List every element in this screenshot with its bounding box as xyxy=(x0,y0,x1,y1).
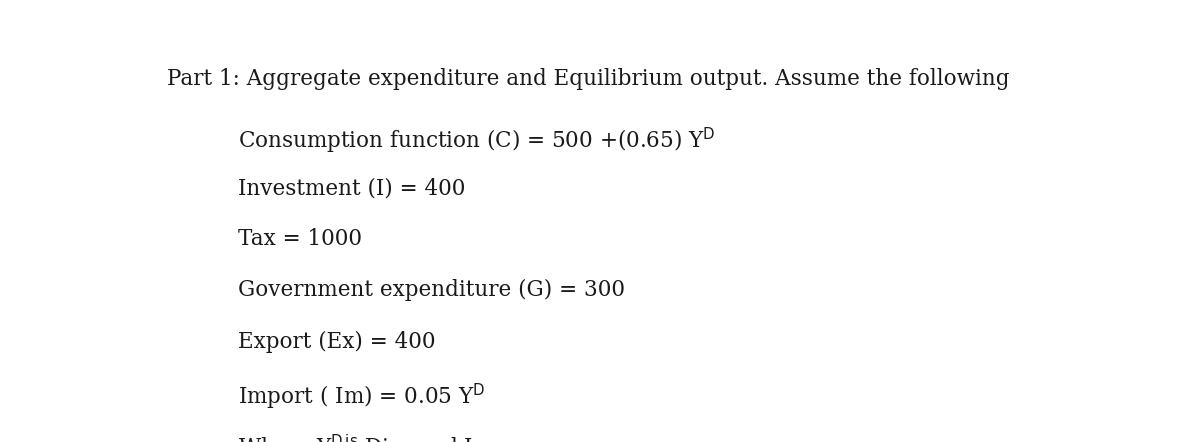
Text: Consumption function (C) = 500 +(0.65) Y$^{\mathrm{D}}$: Consumption function (C) = 500 +(0.65) Y… xyxy=(239,126,716,156)
Text: Where Y$^{\mathrm{D\,is}}$ Disposal Income: Where Y$^{\mathrm{D\,is}}$ Disposal Inco… xyxy=(239,433,546,442)
Text: Investment (I) = 400: Investment (I) = 400 xyxy=(239,177,466,199)
Text: Export (Ex) = 400: Export (Ex) = 400 xyxy=(239,331,436,353)
Text: Tax = 1000: Tax = 1000 xyxy=(239,229,362,250)
Text: Government expenditure (G) = 300: Government expenditure (G) = 300 xyxy=(239,279,625,301)
Text: Part 1: Aggregate expenditure and Equilibrium output. Assume the following: Part 1: Aggregate expenditure and Equili… xyxy=(167,69,1009,90)
Text: Import ( Im) = 0.05 Y$^{\mathrm{D}}$: Import ( Im) = 0.05 Y$^{\mathrm{D}}$ xyxy=(239,381,486,412)
